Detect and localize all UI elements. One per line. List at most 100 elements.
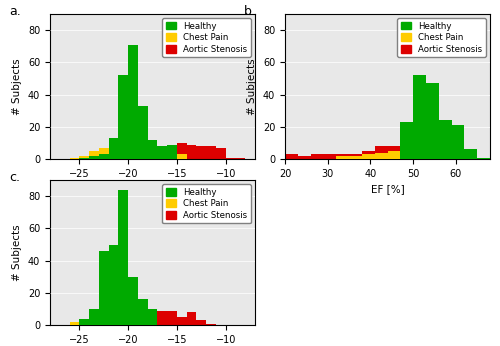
Bar: [128, 277, 138, 325]
X-axis label: EF [%]: EF [%]: [370, 184, 404, 194]
Bar: [108, 140, 118, 159]
Bar: [362, 154, 374, 159]
Y-axis label: # Subjects: # Subjects: [12, 58, 22, 115]
Bar: [196, 320, 206, 325]
Bar: [439, 120, 452, 159]
Bar: [426, 128, 439, 159]
Bar: [138, 311, 147, 325]
Bar: [158, 146, 167, 159]
Bar: [374, 153, 388, 159]
Bar: [148, 140, 158, 159]
Bar: [464, 154, 477, 159]
Bar: [310, 154, 324, 159]
Bar: [80, 322, 89, 325]
Bar: [108, 294, 118, 325]
Bar: [148, 151, 158, 159]
Bar: [426, 153, 439, 159]
Bar: [206, 324, 216, 325]
Bar: [80, 319, 89, 325]
Bar: [452, 125, 464, 159]
Bar: [108, 138, 118, 159]
Bar: [89, 311, 99, 325]
Bar: [138, 106, 147, 159]
Bar: [118, 293, 128, 325]
Bar: [186, 145, 196, 159]
Bar: [108, 245, 118, 325]
X-axis label: GLS [%]: GLS [%]: [132, 184, 173, 194]
Bar: [99, 251, 108, 325]
Bar: [99, 317, 108, 325]
Bar: [413, 75, 426, 159]
Bar: [324, 154, 336, 159]
Bar: [118, 75, 128, 159]
Bar: [413, 137, 426, 159]
Bar: [108, 317, 118, 325]
Bar: [70, 322, 80, 325]
Bar: [374, 146, 388, 159]
Bar: [216, 148, 226, 159]
Bar: [148, 143, 158, 159]
Bar: [439, 154, 452, 159]
Bar: [99, 154, 108, 159]
Bar: [138, 299, 147, 325]
Bar: [388, 146, 400, 159]
Bar: [89, 319, 99, 325]
Bar: [477, 157, 490, 159]
Text: a.: a.: [9, 5, 21, 18]
Bar: [298, 156, 310, 159]
Bar: [128, 45, 138, 159]
Bar: [138, 151, 147, 159]
Bar: [99, 309, 108, 325]
Bar: [336, 156, 349, 159]
Bar: [349, 154, 362, 159]
Bar: [158, 311, 167, 325]
Bar: [138, 309, 147, 325]
Y-axis label: # Subjects: # Subjects: [248, 58, 258, 115]
Bar: [167, 145, 177, 159]
Bar: [167, 145, 177, 159]
Bar: [477, 157, 490, 159]
Bar: [206, 146, 216, 159]
Bar: [128, 125, 138, 159]
Bar: [80, 156, 89, 159]
Bar: [89, 153, 99, 159]
Bar: [158, 148, 167, 159]
Bar: [362, 151, 374, 159]
Bar: [89, 151, 99, 159]
Bar: [89, 156, 99, 159]
Bar: [464, 149, 477, 159]
Legend: Healthy, Chest Pain, Aortic Stenosis: Healthy, Chest Pain, Aortic Stenosis: [162, 184, 250, 223]
Bar: [89, 309, 99, 325]
Bar: [336, 154, 349, 159]
Bar: [177, 143, 186, 159]
Bar: [108, 151, 118, 159]
Bar: [80, 157, 89, 159]
Bar: [80, 319, 89, 325]
Bar: [400, 122, 413, 159]
Bar: [167, 311, 177, 325]
Bar: [413, 151, 426, 159]
Bar: [236, 157, 245, 159]
Bar: [128, 149, 138, 159]
Bar: [349, 156, 362, 159]
Text: c.: c.: [9, 171, 20, 184]
Bar: [167, 151, 177, 159]
Bar: [439, 135, 452, 159]
Bar: [138, 138, 147, 159]
Bar: [118, 312, 128, 325]
Bar: [80, 156, 89, 159]
Bar: [388, 151, 400, 159]
Bar: [99, 151, 108, 159]
Bar: [400, 145, 413, 159]
Bar: [158, 148, 167, 159]
Bar: [148, 309, 158, 325]
Bar: [177, 154, 186, 159]
Bar: [186, 312, 196, 325]
Legend: Healthy, Chest Pain, Aortic Stenosis: Healthy, Chest Pain, Aortic Stenosis: [162, 18, 250, 57]
Bar: [99, 148, 108, 159]
Bar: [118, 149, 128, 159]
Bar: [285, 154, 298, 159]
Bar: [196, 146, 206, 159]
Legend: Healthy, Chest Pain, Aortic Stenosis: Healthy, Chest Pain, Aortic Stenosis: [398, 18, 486, 57]
Bar: [128, 311, 138, 325]
